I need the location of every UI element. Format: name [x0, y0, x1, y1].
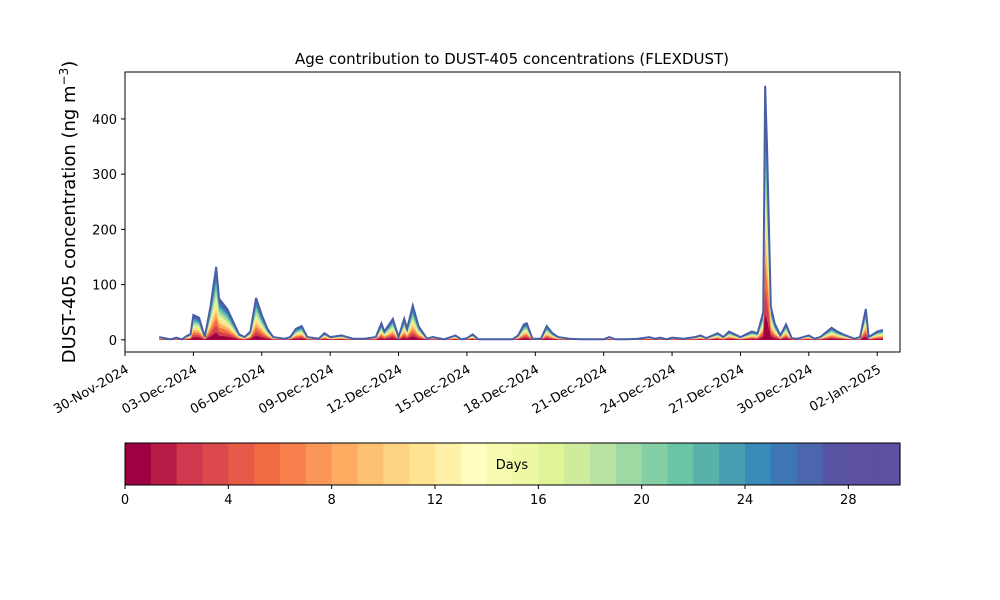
- age-band-10: [159, 85, 883, 340]
- colorbar-segment: [641, 443, 669, 485]
- colorbar-segment: [150, 443, 178, 485]
- x-tick-label: 09-Dec-2024: [256, 362, 336, 417]
- colorbar-ticks: 0 4 8 12 16 20 24 28: [121, 485, 857, 508]
- x-axis: 30-Nov-202403-Dec-202406-Dec-202409-Dec-…: [51, 352, 884, 417]
- age-band-9: [159, 111, 883, 340]
- x-tick-label: 03-Dec-2024: [120, 362, 200, 417]
- x-tick-label: 18-Dec-2024: [461, 362, 541, 417]
- colorbar-segment: [125, 443, 152, 485]
- colorbar-tick-label: 12: [427, 493, 444, 508]
- colorbar-segment: [796, 443, 824, 485]
- colorbar-tick-label: 28: [840, 493, 857, 508]
- y-tick-label: 100: [92, 279, 117, 294]
- colorbar-tick-label: 20: [633, 493, 650, 508]
- age-band-8: [159, 136, 883, 340]
- y-axis-label-superscript: −3: [57, 68, 71, 86]
- y-tick-label: 0: [109, 334, 117, 349]
- x-tick-label: 02-Jan-2025: [807, 362, 884, 415]
- colorbar-segment: [615, 443, 643, 485]
- x-tick-label: 30-Nov-2024: [51, 362, 131, 417]
- colorbar-tick-label: 24: [737, 493, 754, 508]
- total-concentration-line: [158, 85, 884, 341]
- colorbar-segment: [486, 443, 514, 485]
- colorbar-segment: [409, 443, 436, 485]
- y-tick-label: 400: [92, 113, 117, 128]
- age-band-7: [159, 162, 883, 340]
- colorbar-segment: [770, 443, 798, 485]
- colorbar-segment: [176, 443, 204, 485]
- colorbar: [125, 443, 901, 485]
- y-axis-label: DUST-405 concentration (ng m−3): [57, 61, 80, 364]
- colorbar-segment: [305, 443, 333, 485]
- x-tick-label: 06-Dec-2024: [188, 362, 268, 417]
- plot-area: [158, 85, 884, 341]
- colorbar-tick-label: 8: [328, 493, 336, 508]
- colorbar-segment: [538, 443, 565, 485]
- x-tick-label: 24-Dec-2024: [598, 362, 678, 417]
- colorbar-segment: [460, 443, 488, 485]
- colorbar-segment: [228, 443, 255, 485]
- y-tick-label: 300: [92, 168, 117, 183]
- colorbar-segment: [667, 443, 694, 485]
- y-axis-label-main: DUST-405 concentration (ng m: [59, 85, 80, 363]
- colorbar-tick-label: 16: [530, 493, 547, 508]
- x-tick-label: 21-Dec-2024: [530, 362, 610, 417]
- colorbar-segment: [512, 443, 539, 485]
- y-tick-label: 200: [92, 223, 117, 238]
- y-axis: 0 100 200 300 400: [92, 113, 125, 349]
- colorbar-segment: [202, 443, 229, 485]
- colorbar-segment: [383, 443, 410, 485]
- colorbar-segment: [745, 443, 772, 485]
- colorbar-tick-label: 0: [121, 493, 129, 508]
- x-tick-label: 30-Dec-2024: [735, 362, 815, 417]
- chart-title: Age contribution to DUST-405 concentrati…: [295, 50, 729, 68]
- x-tick-label: 12-Dec-2024: [325, 362, 405, 417]
- colorbar-segment: [435, 443, 462, 485]
- colorbar-segment: [357, 443, 384, 485]
- colorbar-segment: [331, 443, 359, 485]
- x-tick-label: 27-Dec-2024: [667, 362, 747, 417]
- y-axis-label-close: ): [59, 61, 80, 68]
- colorbar-segment: [848, 443, 875, 485]
- colorbar-segment: [564, 443, 591, 485]
- colorbar-segment: [874, 443, 901, 485]
- plot-frame: [124, 71, 901, 353]
- colorbar-segment: [693, 443, 720, 485]
- x-tick-label: 15-Dec-2024: [393, 362, 473, 417]
- colorbar-segment: [254, 443, 281, 485]
- colorbar-frame: [124, 442, 901, 486]
- colorbar-label: Days: [496, 458, 529, 473]
- colorbar-segment: [719, 443, 746, 485]
- age-band-6: [159, 187, 883, 340]
- colorbar-tick-label: 4: [224, 493, 232, 508]
- colorbar-segment: [590, 443, 617, 485]
- colorbar-segment: [822, 443, 849, 485]
- colorbar-segment: [280, 443, 307, 485]
